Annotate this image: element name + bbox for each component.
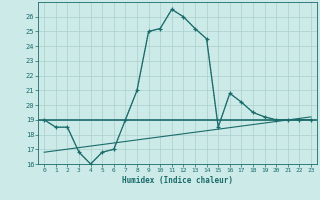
X-axis label: Humidex (Indice chaleur): Humidex (Indice chaleur) bbox=[122, 176, 233, 185]
